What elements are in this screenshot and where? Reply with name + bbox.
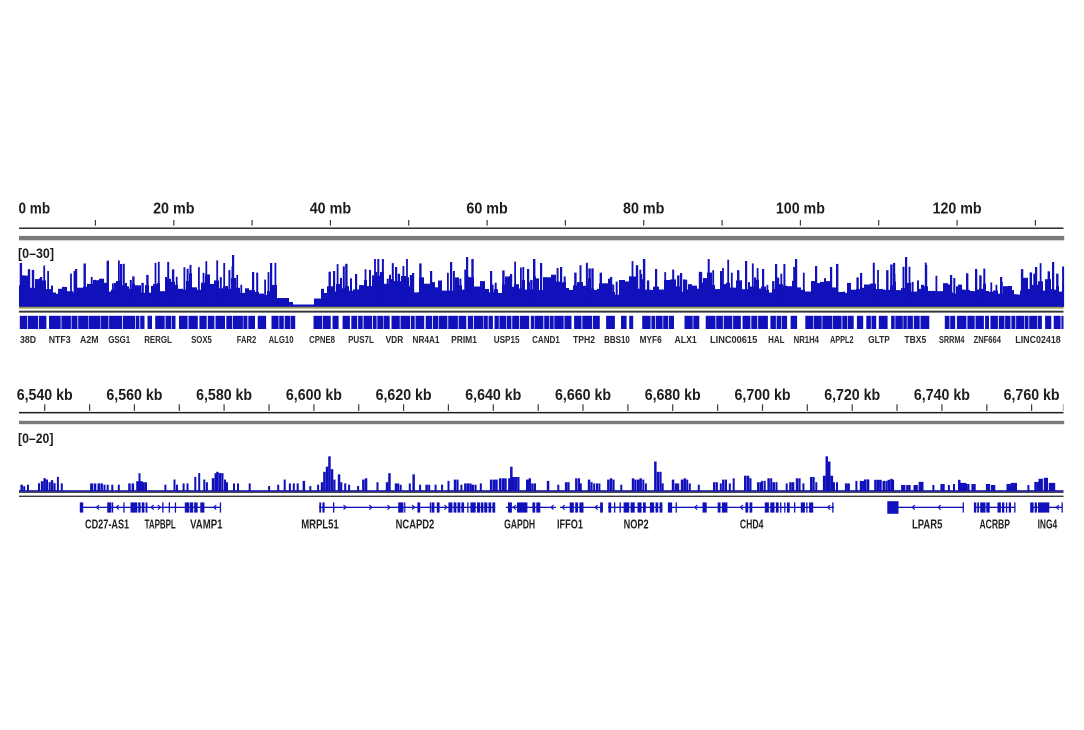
svg-text:VAMP1: VAMP1 [190,516,222,531]
svg-text:ING4: ING4 [1038,516,1058,531]
svg-text:6,560 kb: 6,560 kb [106,387,162,404]
svg-text:ALG10: ALG10 [269,335,294,346]
svg-text:HAL: HAL [768,335,784,346]
svg-text:6,580 kb: 6,580 kb [196,387,252,404]
svg-text:60 mb: 60 mb [466,201,507,218]
svg-text:CAND1: CAND1 [532,335,560,346]
svg-text:MRPL51: MRPL51 [301,516,339,531]
svg-text:A2M: A2M [80,335,99,346]
svg-text:VDR: VDR [386,335,404,346]
svg-text:PUS7L: PUS7L [348,335,374,346]
svg-text:6,660 kb: 6,660 kb [555,387,611,404]
svg-text:PRIM1: PRIM1 [451,335,477,346]
svg-text:38D: 38D [20,335,36,346]
svg-text:SOX5: SOX5 [191,335,212,346]
svg-text:6,700 kb: 6,700 kb [735,387,791,404]
svg-text:[0–20]: [0–20] [18,431,53,447]
svg-text:80 mb: 80 mb [623,201,664,218]
svg-text:[0–30]: [0–30] [18,246,54,262]
svg-text:TAPBPL: TAPBPL [145,516,176,531]
svg-text:MYF6: MYF6 [640,335,662,346]
svg-text:NR1H4: NR1H4 [794,335,820,346]
svg-text:TBX5: TBX5 [904,335,926,346]
svg-text:LPAR5: LPAR5 [912,516,942,531]
svg-text:TPH2: TPH2 [573,335,595,346]
svg-text:SRRM4: SRRM4 [939,335,965,346]
svg-text:40 mb: 40 mb [310,201,351,218]
svg-text:FAR2: FAR2 [237,335,257,346]
svg-text:NCAPD2: NCAPD2 [396,516,435,531]
svg-text:RERGL: RERGL [144,335,172,346]
svg-text:ALX1: ALX1 [675,335,698,346]
svg-text:6,680 kb: 6,680 kb [645,387,701,404]
svg-text:6,620 kb: 6,620 kb [376,387,432,404]
svg-text:GLTP: GLTP [868,335,890,346]
svg-text:CHD4: CHD4 [740,516,764,531]
svg-text:ACRBP: ACRBP [980,516,1011,531]
svg-text:USP15: USP15 [494,335,520,346]
svg-text:6,640 kb: 6,640 kb [465,387,521,404]
svg-text:ZNF664: ZNF664 [974,335,1002,346]
svg-text:6,740 kb: 6,740 kb [914,387,970,404]
svg-text:100 mb: 100 mb [776,201,825,218]
svg-text:GAPDH: GAPDH [504,516,535,531]
svg-text:6,540 kb: 6,540 kb [17,387,73,404]
svg-text:NR4A1: NR4A1 [413,335,440,346]
svg-text:CPNE8: CPNE8 [309,335,335,346]
svg-text:NTF3: NTF3 [49,335,71,346]
svg-text:6,760 kb: 6,760 kb [1004,387,1060,404]
svg-text:6,720 kb: 6,720 kb [824,387,880,404]
svg-text:6,600 kb: 6,600 kb [286,387,342,404]
svg-text:NOP2: NOP2 [624,516,649,531]
svg-text:GSG1: GSG1 [108,335,130,346]
svg-text:0 mb: 0 mb [19,201,51,218]
svg-text:LINC02418: LINC02418 [1015,335,1061,346]
svg-text:CD27-AS1: CD27-AS1 [85,516,129,531]
svg-text:120 mb: 120 mb [933,201,982,218]
svg-text:BBS10: BBS10 [604,335,630,346]
svg-text:IFFO1: IFFO1 [557,516,583,531]
svg-text:APPL2: APPL2 [830,335,854,346]
svg-text:20 mb: 20 mb [153,201,194,218]
svg-text:LINC00615: LINC00615 [710,335,758,346]
